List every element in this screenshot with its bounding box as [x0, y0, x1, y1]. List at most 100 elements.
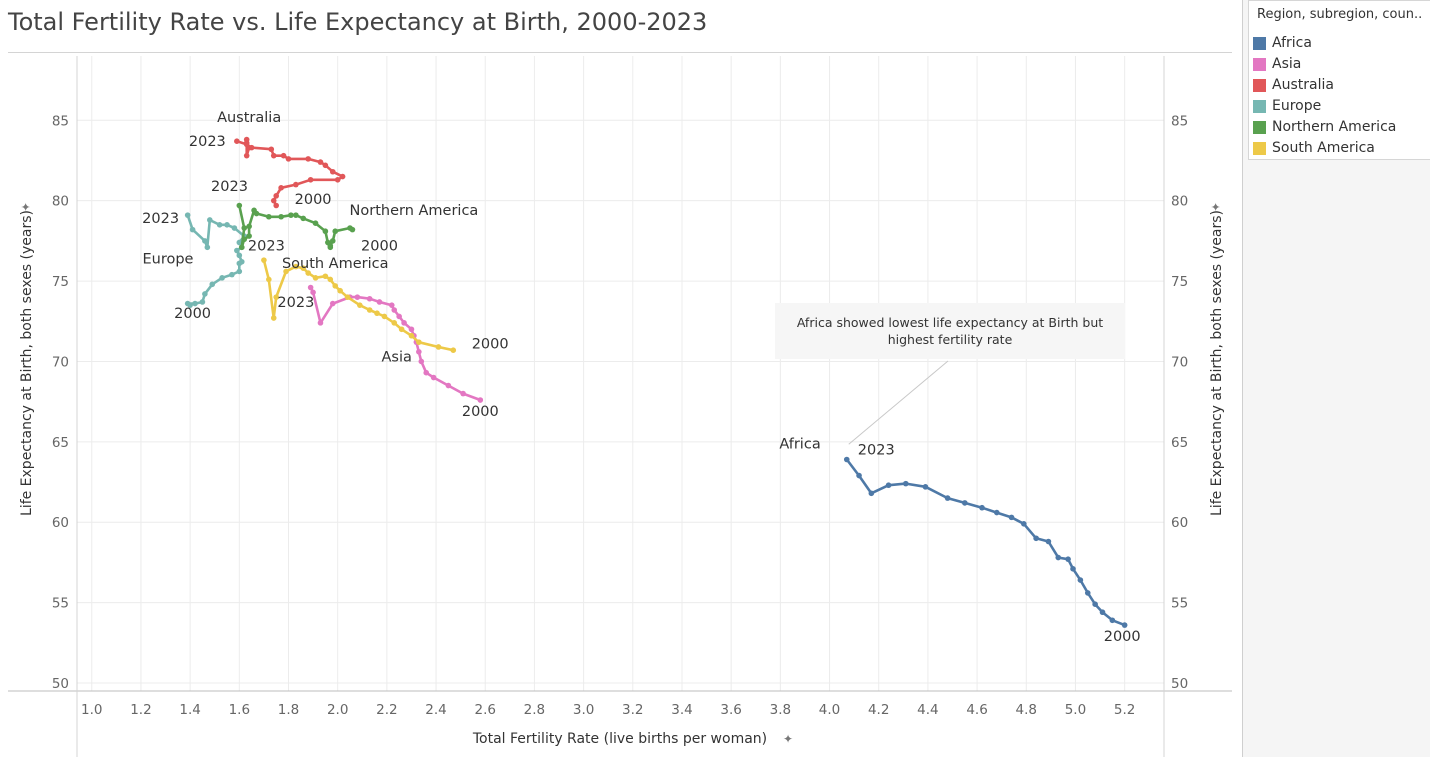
y-tick-label-left: 50 — [52, 676, 69, 692]
axes: 1.0 1.2 1.4 1.6 1.8 2.0 2.2 2.4 2.6 2.8 3.0 3.2 3.4 3… — [8, 56, 1232, 757]
scatter-line-chart[interactable]: 1.0 1.2 1.4 1.6 1.8 2.0 2.2 2.4 2.6 2.8 3.0 3.2 3.4 3… — [0, 0, 1240, 757]
legend-item-africa[interactable]: Africa — [1253, 34, 1312, 52]
y-tick-label-left: 55 — [52, 596, 69, 612]
data-point-australia — [243, 152, 250, 159]
data-point-europe — [202, 238, 208, 244]
x-tick-label: 4.6 — [966, 702, 987, 718]
point-label-europe: 2000 — [174, 306, 211, 322]
data-point-south-america — [261, 257, 267, 263]
y-tick-label-left: 85 — [52, 113, 69, 129]
data-point-europe — [234, 247, 240, 254]
x-tick-label: 5.2 — [1114, 702, 1135, 718]
data-point-africa — [1033, 535, 1039, 542]
legend-item-asia[interactable]: Asia — [1253, 55, 1301, 73]
point-labels: Africa 2023 2000 Asia 2000 Australia 2023 2000 2… — [142, 110, 1140, 645]
data-point-south-america — [408, 332, 415, 339]
data-point-northern-america — [266, 213, 272, 220]
data-point-australia — [268, 146, 275, 153]
data-point-europe — [204, 244, 211, 251]
series-line-asia — [309, 286, 482, 402]
y-axis-title-left: Life Expectancy at Birth, both sexes (ye… — [19, 210, 35, 516]
point-label-northern-america: 2000 — [361, 239, 398, 255]
data-point-northern-america — [251, 207, 257, 214]
legend-swatch-south-america — [1253, 141, 1266, 155]
x-tick-label: 4.8 — [1016, 702, 1037, 718]
data-point-south-america — [283, 268, 289, 275]
data-point-africa — [979, 504, 985, 511]
data-point-europe — [236, 268, 243, 275]
data-point-south-america — [312, 275, 319, 281]
y-tick-label-right: 80 — [1171, 194, 1188, 210]
data-point-northern-america — [288, 212, 294, 218]
data-point-africa — [1055, 554, 1062, 561]
point-label-europe: Europe — [142, 251, 193, 267]
point-label-africa: Africa — [779, 436, 820, 452]
legend-item-europe[interactable]: Europe — [1253, 97, 1321, 115]
data-point-south-america — [366, 307, 373, 313]
data-point-europe — [216, 221, 223, 228]
data-point-australia — [334, 176, 341, 183]
data-point-europe — [189, 226, 196, 233]
data-point-south-america — [332, 283, 339, 289]
data-point-europe — [184, 300, 191, 307]
y-tick-label-right: 70 — [1171, 354, 1188, 370]
x-tick-label: 2.2 — [376, 702, 397, 718]
data-point-asia — [460, 390, 466, 397]
x-tick-label: 5.0 — [1065, 702, 1086, 718]
data-point-europe — [231, 225, 238, 231]
y-tick-label-right: 75 — [1171, 274, 1188, 290]
annotation-text-line-1: Africa showed lowest life expectancy at … — [797, 315, 1103, 330]
x-tick-label: 3.4 — [671, 702, 692, 718]
data-point-australia — [270, 152, 277, 159]
data-point-northern-america — [327, 244, 334, 251]
data-point-south-america — [273, 294, 280, 300]
data-point-europe — [184, 212, 191, 218]
x-tick-label: 1.8 — [278, 702, 299, 718]
data-point-africa — [868, 490, 875, 497]
y-axis-title-right: Life Expectancy at Birth, both sexes (ye… — [1209, 210, 1225, 516]
gridlines — [77, 56, 1164, 691]
legend-label-africa: Africa — [1272, 35, 1312, 51]
x-tick-label: 2.4 — [425, 702, 446, 718]
data-point-africa — [1109, 617, 1116, 624]
data-point-europe — [224, 221, 230, 228]
legend-label-asia: Asia — [1272, 56, 1302, 72]
data-point-northern-america — [246, 233, 252, 239]
data-point-australia — [273, 202, 280, 209]
legend-title[interactable]: Region, subregion, coun.. — [1257, 7, 1423, 22]
data-point-australia — [329, 168, 336, 175]
data-point-australia — [307, 176, 314, 183]
data-point-asia — [366, 295, 373, 302]
data-point-northern-america — [241, 236, 248, 243]
x-tick-label: 4.2 — [868, 702, 889, 718]
data-point-northern-america — [322, 228, 329, 235]
legend-item-south-america[interactable]: South America — [1253, 139, 1375, 157]
series-northern-america — [236, 202, 356, 251]
data-point-south-america — [357, 302, 363, 308]
data-point-south-america — [381, 313, 388, 320]
legend-item-australia[interactable]: Australia — [1253, 76, 1334, 94]
x-tick-label: 2.8 — [524, 702, 545, 718]
series-asia — [307, 284, 484, 403]
data-point-australia — [285, 156, 292, 162]
data-point-africa — [1077, 577, 1084, 583]
x-tick-label: 3.6 — [720, 702, 741, 718]
data-point-asia — [418, 358, 425, 365]
data-point-asia — [388, 302, 395, 308]
data-point-australia — [317, 159, 324, 165]
legend-item-northern-america[interactable]: Northern America — [1253, 118, 1396, 136]
data-point-africa — [1008, 514, 1015, 521]
point-label-africa: 2000 — [1104, 629, 1141, 645]
data-point-northern-america — [347, 225, 353, 231]
point-label-africa: 2023 — [858, 443, 895, 459]
y-tick-label-left: 80 — [52, 194, 69, 210]
legend-swatch-europe — [1253, 99, 1266, 113]
data-point-northern-america — [238, 244, 245, 251]
y-tick-label-right: 85 — [1171, 113, 1188, 129]
data-point-asia — [329, 300, 336, 307]
data-point-australia — [278, 185, 284, 191]
data-point-south-america — [374, 310, 380, 317]
data-point-africa — [1070, 566, 1076, 572]
y-tick-label-right: 65 — [1171, 435, 1188, 451]
annotation-leader-line — [848, 360, 949, 445]
